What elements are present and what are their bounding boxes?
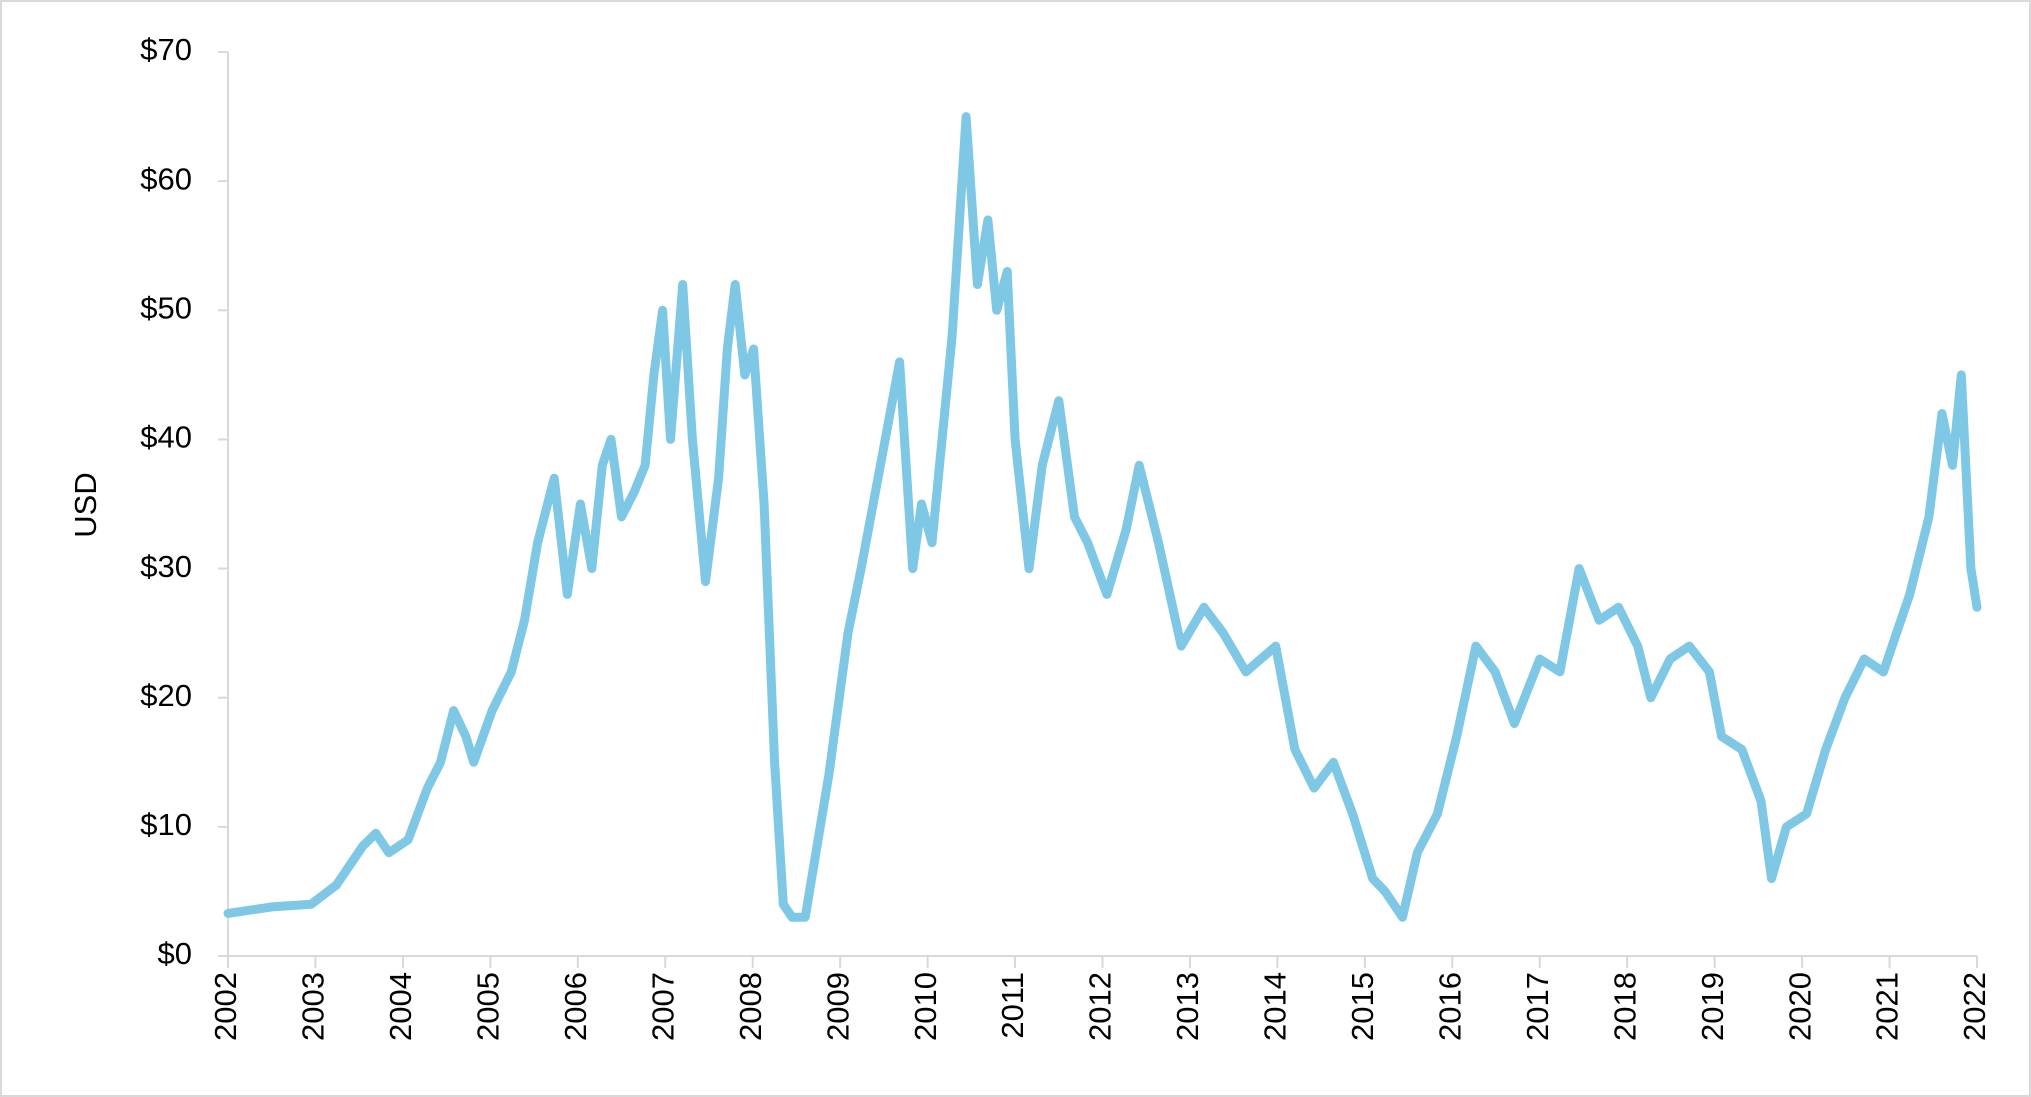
y-tick-label: $30	[140, 549, 192, 584]
x-tick-label: 2012	[1083, 972, 1118, 1041]
x-tick-label: 2022	[1957, 972, 1992, 1041]
y-tick-label: $70	[140, 32, 192, 67]
x-tick-label: 2002	[208, 972, 243, 1041]
x-tick-label: 2021	[1870, 972, 1905, 1041]
x-tick-label: 2015	[1345, 972, 1380, 1041]
x-tick-label: 2010	[908, 972, 943, 1041]
y-tick-label: $60	[140, 161, 192, 196]
x-tick-label: 2008	[733, 972, 768, 1041]
y-tick-label: $10	[140, 807, 192, 842]
x-tick-label: 2019	[1695, 972, 1730, 1041]
x-tick-label: 2013	[1170, 972, 1205, 1041]
y-tick-label: $50	[140, 290, 192, 325]
x-tick-label: 2020	[1782, 972, 1817, 1041]
x-tick-label: 2014	[1258, 972, 1293, 1041]
y-axis-label: USD	[68, 472, 103, 537]
x-tick-label: 2007	[645, 972, 680, 1041]
y-tick-label: $20	[140, 678, 192, 713]
x-tick-label: 2006	[558, 972, 593, 1041]
x-tick-label: 2009	[820, 972, 855, 1041]
y-tick-label: $0	[158, 936, 192, 971]
price-line	[223, 112, 1982, 922]
x-tick-label: 2016	[1432, 972, 1467, 1041]
y-tick-label: $40	[140, 420, 192, 455]
x-tick-label: 2018	[1607, 972, 1642, 1041]
x-tick-label: 2017	[1520, 972, 1555, 1041]
x-tick-label: 2005	[471, 972, 506, 1041]
x-tick-label: 2011	[995, 972, 1030, 1039]
x-tick-label: 2003	[296, 972, 331, 1041]
x-tick-label: 2004	[383, 972, 418, 1041]
